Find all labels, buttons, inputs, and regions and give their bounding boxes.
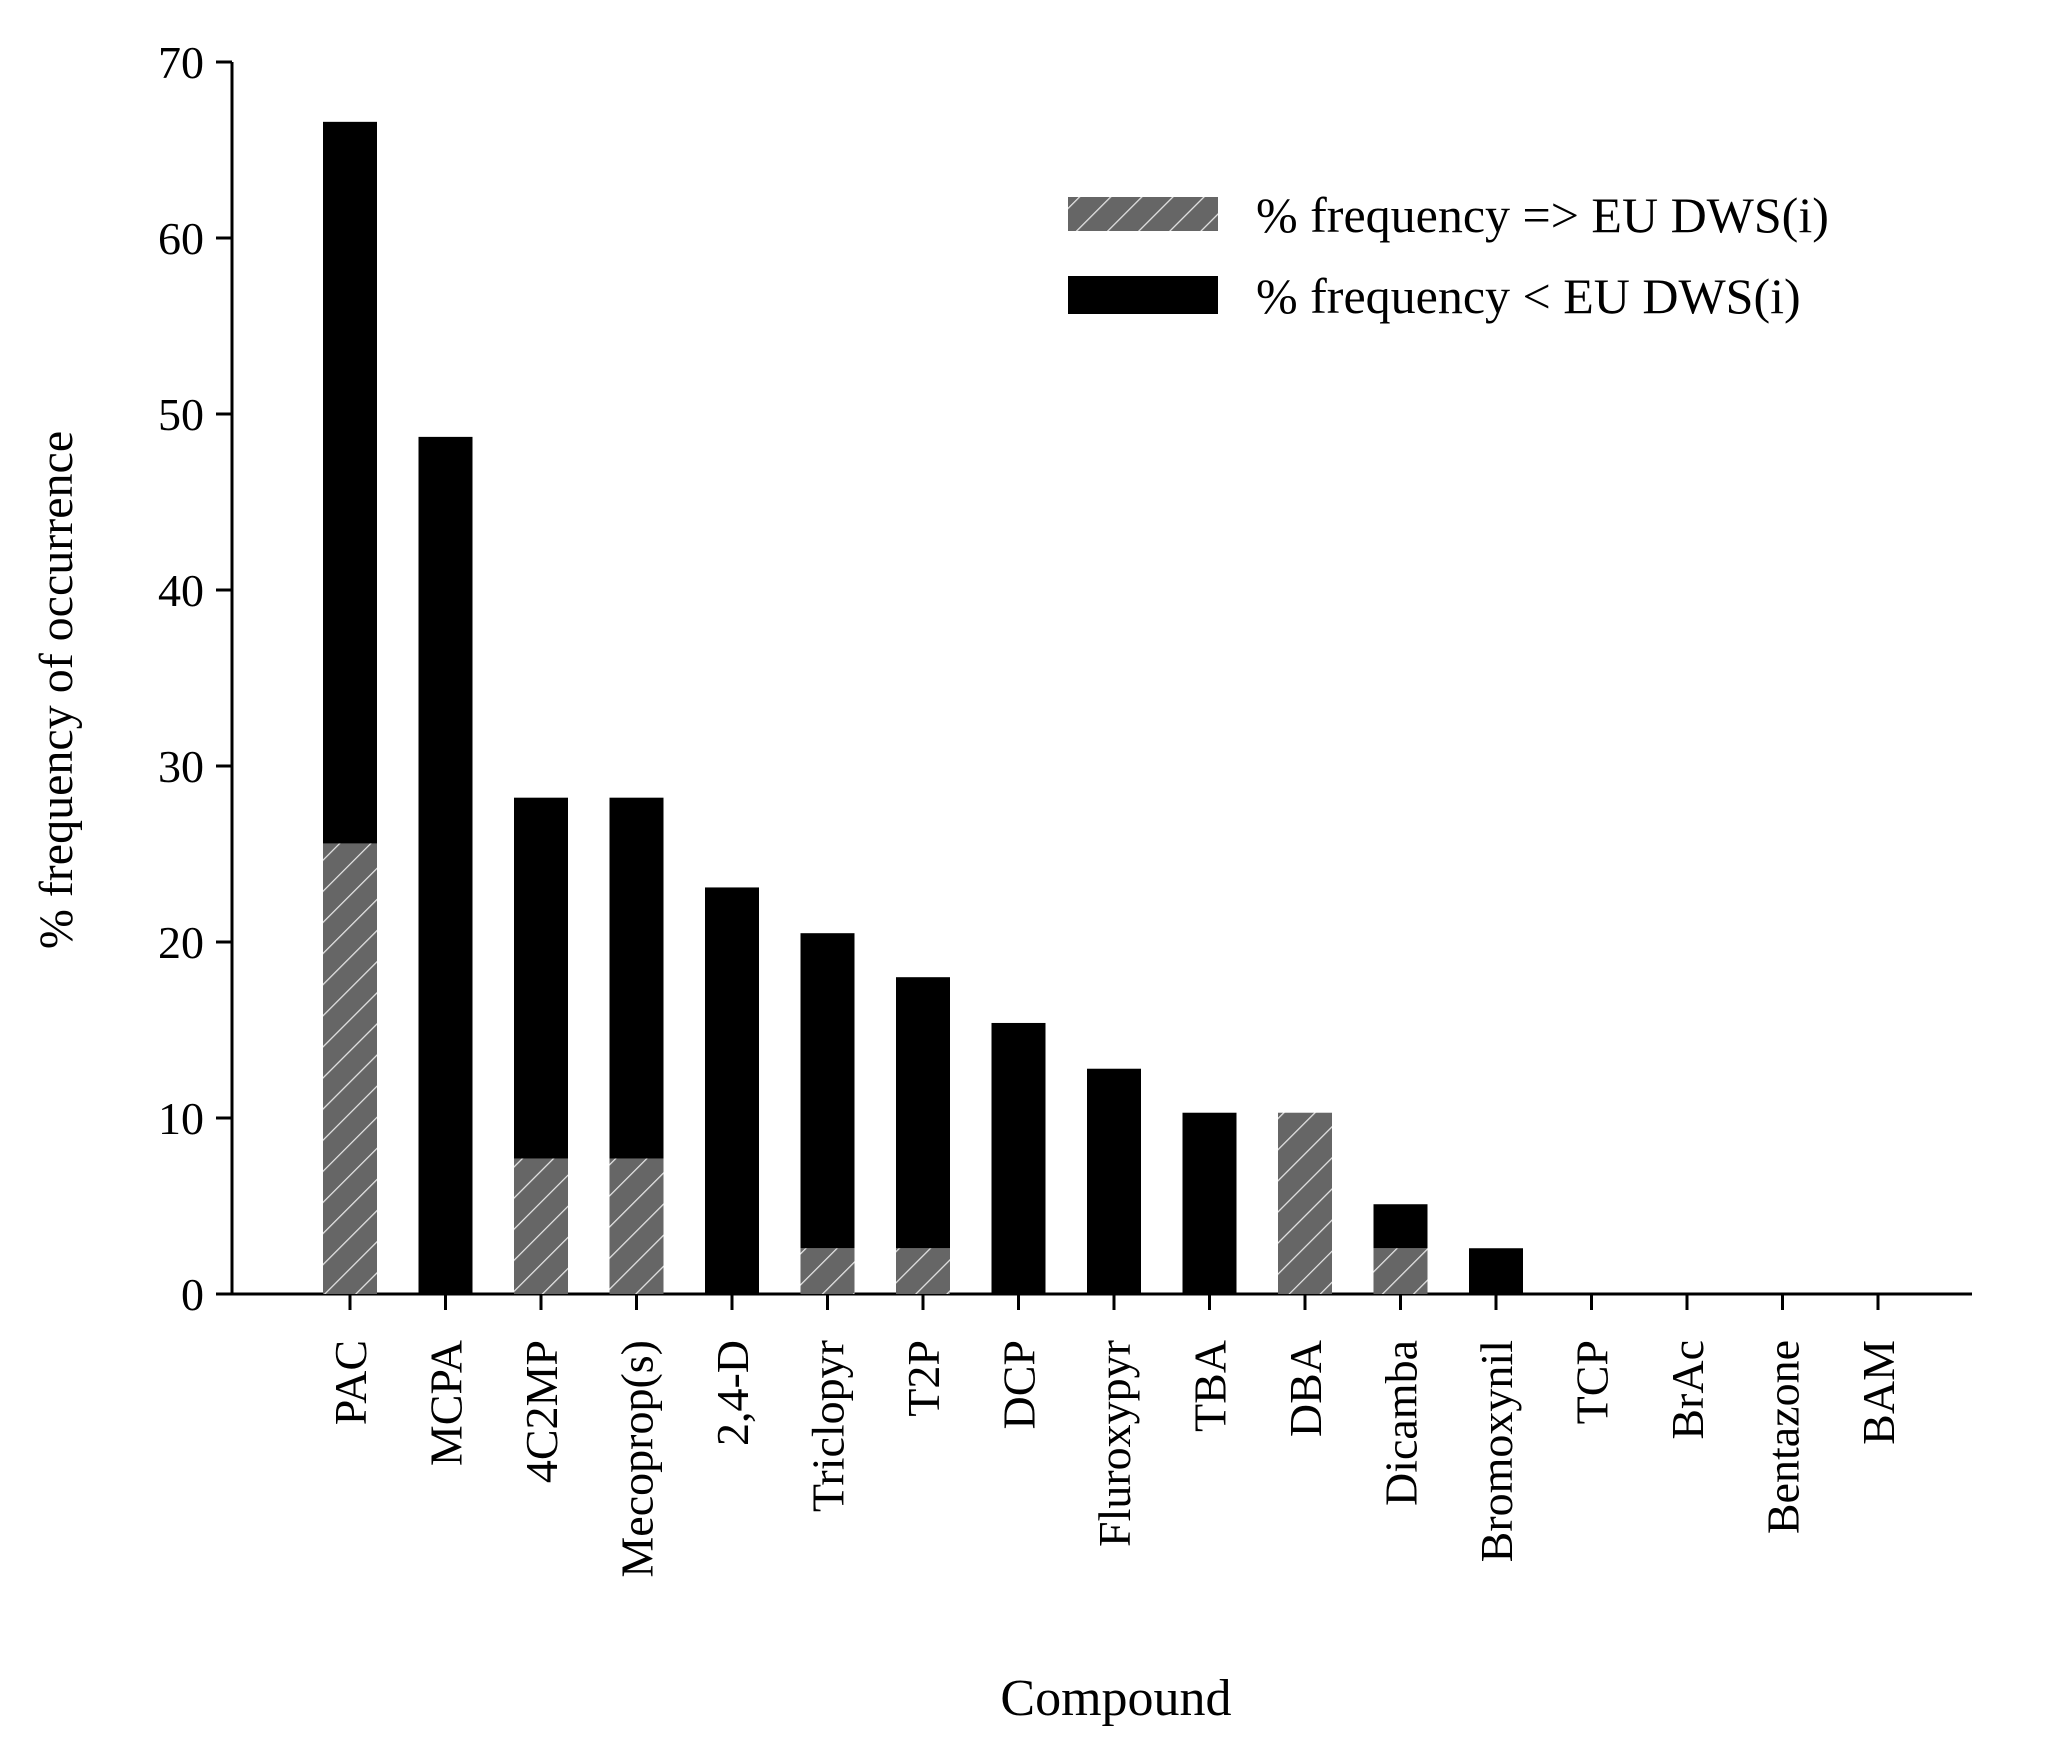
plot-area: 0 10 20 30 40 50 60 70 PAC MCPA 4C2MP Mecoprop(s) 2,…	[158, 37, 1972, 1578]
bar-segment-below-dws	[800, 933, 855, 1249]
x-axis-title: Compound	[1000, 1670, 1231, 1727]
x-tick-label: DCP	[994, 1340, 1045, 1429]
x-tick-label: 2,4-D	[707, 1340, 758, 1446]
x-tick-label: TCP	[1567, 1340, 1618, 1424]
x-tick-label: Dicamba	[1376, 1340, 1427, 1506]
bar-segment-below-dws	[896, 977, 950, 1249]
x-tick-label: PAC	[325, 1340, 376, 1425]
x-tick-label: Bromoxynil	[1471, 1340, 1522, 1562]
x-tick-label: Bentazone	[1758, 1340, 1809, 1534]
y-tick-label: 70	[158, 37, 204, 88]
bar-segment-below-dws	[1469, 1248, 1523, 1294]
y-tick-label: 30	[158, 741, 204, 792]
bar-segment-above-dws	[323, 843, 377, 1294]
legend: % frequency => EU DWS(i) % frequency < E…	[1068, 187, 1829, 324]
x-tick-label: BAM	[1853, 1340, 1904, 1445]
y-tick-label: 0	[181, 1269, 204, 1320]
y-tick-label: 50	[158, 389, 204, 440]
y-tick-label: 10	[158, 1093, 204, 1144]
bar-segment-below-dws	[1087, 1068, 1141, 1294]
legend-label-above-dws: % frequency => EU DWS(i)	[1256, 187, 1829, 243]
bar-segment-below-dws	[609, 797, 664, 1159]
legend-swatch-above-dws	[1068, 197, 1218, 231]
bar-segment-above-dws	[609, 1158, 664, 1294]
x-tick-label: TBA	[1185, 1340, 1236, 1432]
bar-segment-below-dws	[323, 121, 377, 844]
y-axis-title: % frequency of occurrence	[30, 431, 83, 949]
bar-segment-above-dws	[1373, 1248, 1428, 1294]
legend-label-below-dws: % frequency < EU DWS(i)	[1256, 268, 1801, 324]
x-tick-label: Mecoprop(s)	[612, 1340, 663, 1578]
bar-segment-below-dws	[1373, 1204, 1428, 1249]
x-tick-label: Triclopyr	[803, 1340, 854, 1512]
bar-segment-above-dws	[1278, 1112, 1332, 1294]
x-tick-label: MCPA	[421, 1340, 472, 1466]
bar-segment-below-dws	[514, 797, 568, 1159]
x-tick-label: DBA	[1280, 1340, 1331, 1437]
bar-segment-below-dws	[1182, 1112, 1237, 1294]
bar-segment-above-dws	[514, 1158, 568, 1294]
x-tick-label: Fluroxypyr	[1089, 1340, 1140, 1547]
bar-segment-below-dws	[991, 1022, 1046, 1294]
y-tick-label: 60	[158, 213, 204, 264]
x-tick-label: BrAc	[1662, 1340, 1713, 1440]
x-tick-label: 4C2MP	[516, 1340, 567, 1483]
bar-segment-below-dws	[418, 436, 473, 1294]
bar-segment-below-dws	[705, 887, 759, 1294]
y-tick-label: 40	[158, 565, 204, 616]
bar-segment-above-dws	[800, 1248, 855, 1294]
legend-swatch-below-dws	[1068, 276, 1218, 314]
x-tick-label: T2P	[898, 1340, 949, 1417]
bar-segment-above-dws	[896, 1248, 950, 1294]
y-tick-label: 20	[158, 917, 204, 968]
